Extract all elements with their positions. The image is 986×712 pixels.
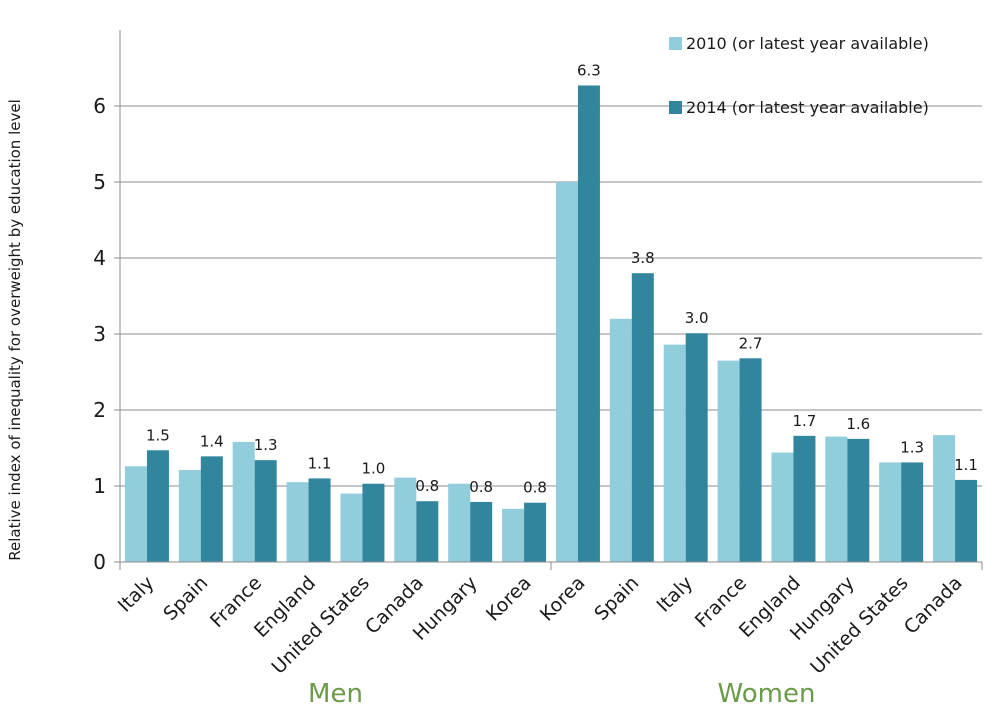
bar-2014 — [631, 273, 654, 562]
legend-label: 2010 (or latest year available) — [686, 34, 929, 53]
bar-2014 — [254, 460, 277, 562]
bar-2014 — [524, 502, 547, 562]
data-label: 1.6 — [846, 415, 870, 433]
bar-2014 — [685, 333, 708, 562]
bar-2014 — [577, 85, 600, 562]
x-tick-label: Spain — [590, 572, 643, 625]
bar-2014 — [146, 450, 169, 562]
y-tick-labels: 0 1 2 3 4 5 6 — [93, 94, 106, 574]
bar-2014 — [955, 479, 978, 562]
data-label: 3.0 — [685, 309, 709, 327]
bar-2014 — [470, 501, 493, 562]
data-label: 1.1 — [954, 456, 978, 474]
x-tick-label: United States — [267, 572, 374, 679]
bar-2014 — [308, 478, 331, 562]
bar-2014 — [901, 462, 924, 562]
bar-2014 — [200, 456, 223, 562]
bars — [124, 85, 978, 562]
data-label: 1.3 — [254, 436, 278, 454]
bar-2014 — [739, 358, 762, 562]
y-tick-label: 5 — [93, 170, 106, 194]
data-label: 3.8 — [631, 249, 655, 267]
group-label: Men — [308, 679, 363, 708]
bar-2010 — [124, 466, 147, 562]
bar-2010 — [717, 360, 740, 562]
x-tick-label: Italy — [114, 572, 159, 617]
bar-2010 — [663, 344, 686, 562]
bar-2010 — [448, 483, 471, 562]
data-label: 1.3 — [900, 438, 924, 456]
data-label: 1.0 — [362, 460, 386, 478]
x-tick-label: Korea — [482, 572, 536, 626]
bar-2010 — [178, 470, 201, 562]
group-label: Women — [718, 679, 816, 708]
x-tick-label: Spain — [159, 572, 212, 625]
legend-label: 2014 (or latest year available) — [686, 98, 929, 117]
data-label: 1.7 — [793, 412, 817, 430]
bar-2010 — [825, 436, 848, 562]
bar-2010 — [879, 462, 902, 562]
data-label: 2.7 — [739, 334, 763, 352]
x-tick-label: Italy — [653, 572, 698, 617]
data-label: 6.3 — [577, 61, 601, 79]
data-labels: 1.5 1.4 1.3 1.1 1.0 0.8 0.8 0.8 6.3 3.8 3.0 2.7 1.7 1… — [146, 61, 978, 496]
y-tick-label: 3 — [93, 322, 106, 346]
y-tick-label: 1 — [93, 474, 106, 498]
y-tick-label: 2 — [93, 398, 106, 422]
data-label: 0.8 — [415, 477, 439, 495]
bar-2010 — [232, 441, 255, 562]
data-label: 1.1 — [308, 454, 332, 472]
legend-swatch — [669, 37, 682, 50]
y-axis-title: Relative index of inequality for overwei… — [6, 99, 24, 561]
axes — [114, 30, 983, 570]
data-label: 1.4 — [200, 432, 224, 450]
data-label: 1.5 — [146, 426, 170, 444]
bar-2014 — [362, 483, 385, 562]
bar-2010 — [502, 508, 525, 562]
bar-2010 — [933, 435, 956, 562]
legend-swatch — [669, 101, 682, 114]
legend: 2010 (or latest year available) 2014 (or … — [669, 34, 929, 117]
bar-2014 — [847, 438, 870, 562]
y-tick-label: 4 — [93, 246, 106, 270]
y-tick-label: 0 — [93, 550, 106, 574]
x-tick-label: Canada — [900, 572, 967, 639]
x-tick-label: United States — [806, 572, 913, 679]
bar-2010 — [286, 482, 309, 562]
bar-2010 — [771, 452, 794, 562]
group-labels: Men Women — [308, 679, 816, 709]
y-tick-label: 6 — [93, 94, 106, 118]
x-tick-label: Korea — [536, 572, 590, 626]
data-label: 0.8 — [523, 479, 547, 497]
bar-2010 — [340, 493, 363, 562]
bar-2014 — [793, 435, 816, 562]
bar-2010 — [555, 182, 578, 562]
bar-2014 — [416, 501, 439, 562]
bar-2010 — [394, 477, 417, 562]
bar-2010 — [609, 318, 632, 562]
data-label: 0.8 — [469, 478, 493, 496]
